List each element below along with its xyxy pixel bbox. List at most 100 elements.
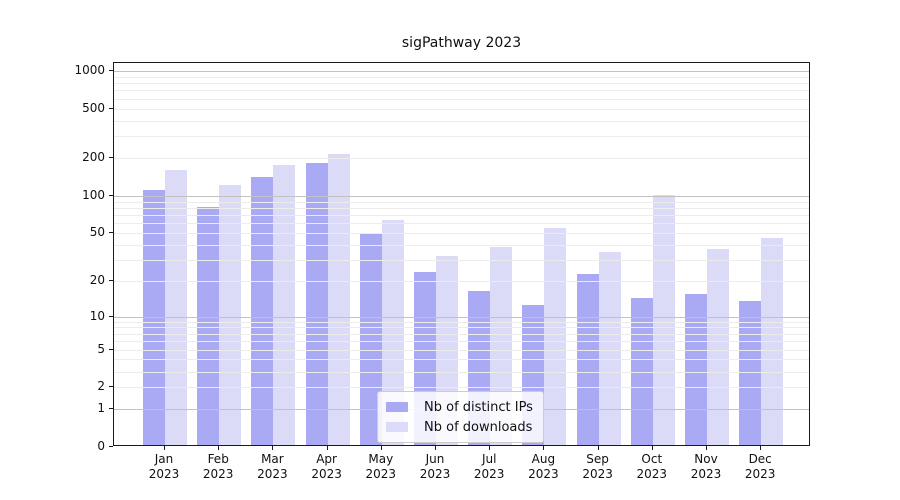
x-tick-label-aug: Aug 2023 (511, 452, 575, 481)
x-tick-label-month-mar: Mar (261, 452, 284, 466)
x-tick-label-month-aug: Aug (531, 452, 556, 466)
x-tick-label-may: May 2023 (349, 452, 413, 481)
x-tick-label-month-jan: Jan (154, 452, 174, 466)
y-tick-label-1: 1 (97, 401, 105, 416)
gridlines-layer (114, 63, 809, 445)
x-tick-feb (218, 446, 220, 450)
gridline-minor-400 (114, 120, 809, 122)
x-tick-aug (543, 446, 545, 450)
gridline-minor-20 (114, 281, 809, 283)
bar-distinct-ips-nov (685, 294, 707, 445)
gridline-minor-200 (114, 158, 809, 160)
x-tick-oct (651, 446, 653, 450)
x-tick-label-year-feb: 2023 (202, 466, 234, 481)
gridline-minor-30 (114, 260, 809, 262)
x-tick-label-month-sep: Sep (586, 452, 609, 466)
y-tick-label-2: 2 (97, 379, 105, 394)
legend-swatch-distinct-ips (386, 402, 408, 412)
x-tick-label-dec: Dec 2023 (728, 452, 792, 481)
x-tick-label-sep: Sep 2023 (566, 452, 630, 481)
bar-distinct-ips-dec (739, 301, 762, 445)
x-tick-apr (326, 446, 328, 450)
x-tick-label-year-sep: 2023 (582, 466, 613, 481)
gridline-minor-3 (114, 371, 809, 373)
x-tick-jun (435, 446, 436, 450)
x-tick-label-apr: Apr 2023 (295, 452, 359, 481)
y-tick-20 (109, 280, 113, 282)
legend-label-downloads: Nb of downloads (424, 419, 533, 435)
gridline-minor-8 (114, 327, 809, 329)
gridline-minor-50 (114, 233, 809, 234)
bar-downloads-sep (598, 251, 621, 445)
gridline-minor-2 (114, 387, 809, 389)
x-tick-label-oct: Oct 2023 (620, 452, 684, 481)
x-tick-label-year-jun: 2023 (419, 466, 451, 481)
gridline-major-1000 (114, 71, 809, 72)
gridline-minor-7 (114, 333, 809, 335)
gridline-minor-6 (114, 341, 809, 343)
y-tick-500 (109, 107, 113, 109)
x-tick-mar (272, 446, 274, 450)
x-tick-label-month-feb: Feb (207, 452, 229, 466)
gridline-major-100 (114, 195, 809, 197)
x-tick-label-jun: Jun 2023 (403, 452, 467, 481)
legend-swatch-downloads (386, 422, 408, 432)
x-tick-label-year-jan: 2023 (148, 466, 180, 481)
bar-distinct-ips-may (359, 234, 382, 445)
y-tick-label-500: 500 (82, 100, 105, 115)
x-tick-label-year-may: 2023 (365, 466, 397, 481)
x-tick-label-year-mar: 2023 (257, 466, 288, 481)
y-tick-label-100: 100 (82, 187, 105, 202)
bar-downloads-oct (652, 194, 675, 445)
x-tick-label-year-nov: 2023 (690, 466, 722, 481)
gridline-minor-700 (114, 90, 809, 92)
gridline-minor-800 (114, 83, 809, 85)
x-tick-label-year-jul: 2023 (473, 466, 505, 481)
y-tick-label-0: 0 (97, 439, 105, 453)
x-tick-label-year-dec: 2023 (744, 466, 776, 481)
bar-distinct-ips-mar (251, 176, 274, 445)
y-tick-label-10: 10 (89, 308, 105, 323)
x-tick-sep (597, 446, 599, 450)
bar-downloads-jan (165, 169, 187, 445)
chart-title: sigPathway 2023 (401, 35, 522, 51)
x-tick-label-year-apr: 2023 (311, 466, 342, 481)
gridline-minor-600 (114, 98, 809, 100)
gridline-minor-40 (114, 244, 809, 246)
gridline-minor-5 (114, 349, 809, 351)
gridline-minor-4 (114, 359, 809, 361)
y-tick-10 (109, 315, 113, 317)
gridline-minor-9 (114, 321, 809, 323)
y-tick-2 (109, 386, 113, 388)
x-tick-label-jul: Jul 2023 (457, 452, 521, 481)
y-tick-1 (109, 408, 113, 410)
x-tick-label-mar: Mar 2023 (240, 452, 304, 481)
x-tick-label-month-jul: Jul (481, 452, 497, 466)
y-tick-label-20: 20 (89, 273, 105, 288)
bar-distinct-ips-feb (197, 207, 220, 445)
y-tick-5 (109, 348, 113, 350)
y-tick-50 (109, 232, 113, 233)
gridline-minor-90 (114, 201, 809, 203)
x-tick-dec (760, 446, 762, 450)
x-tick-may (380, 446, 382, 450)
plot-area (113, 62, 810, 446)
bar-downloads-feb (219, 185, 242, 445)
y-tick-label-50: 50 (89, 225, 105, 239)
y-tick-label-1000: 1000 (74, 63, 105, 77)
x-tick-jul (489, 446, 491, 450)
legend: Nb of distinct IPs Nb of downloads (377, 391, 544, 443)
y-tick-label-5: 5 (97, 341, 105, 356)
x-tick-label-month-nov: Nov (694, 452, 718, 466)
y-tick-label-200: 200 (82, 150, 105, 165)
y-tick-1000 (109, 70, 113, 71)
gridline-minor-300 (114, 136, 809, 138)
x-tick-label-jan: Jan 2023 (132, 452, 196, 481)
gridline-minor-80 (114, 207, 809, 209)
x-tick-jan (164, 446, 165, 450)
x-tick-label-nov: Nov 2023 (674, 452, 738, 481)
gridline-major-10 (114, 316, 809, 318)
bar-downloads-may (381, 220, 404, 445)
gridline-minor-60 (114, 223, 809, 225)
